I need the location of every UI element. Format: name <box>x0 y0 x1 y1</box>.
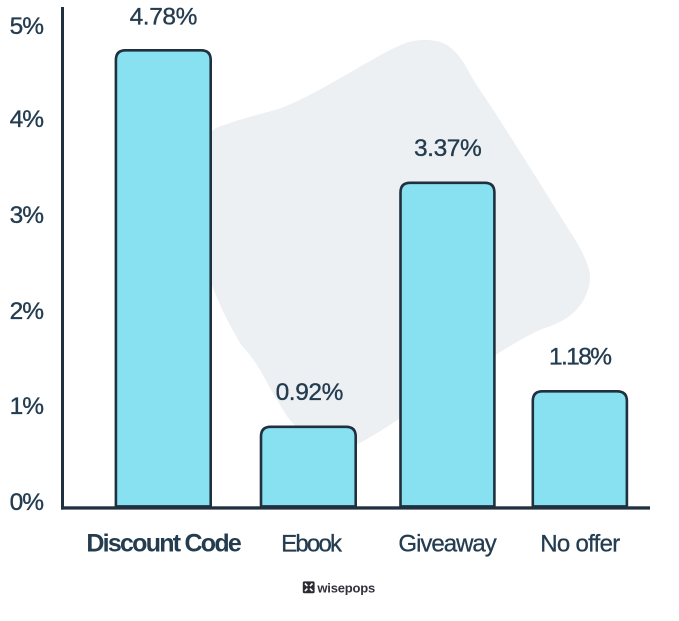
svg-text:1.18%: 1.18% <box>549 343 611 370</box>
svg-text:4.78%: 4.78% <box>130 4 197 31</box>
svg-text:3.37%: 3.37% <box>414 135 481 162</box>
svg-text:0%: 0% <box>10 489 44 516</box>
svg-text:5%: 5% <box>10 13 44 40</box>
svg-text:Discount Code: Discount Code <box>86 530 241 558</box>
svg-text:2%: 2% <box>10 298 44 325</box>
svg-text:Giveaway: Giveaway <box>398 531 496 558</box>
svg-text:wisepops: wisepops <box>316 580 375 595</box>
svg-text:1%: 1% <box>10 393 44 420</box>
svg-text:0.92%: 0.92% <box>276 379 343 406</box>
svg-text:No offer: No offer <box>540 531 620 558</box>
svg-text:3%: 3% <box>10 202 44 229</box>
svg-text:4%: 4% <box>10 106 44 133</box>
svg-text:Ebook: Ebook <box>281 531 343 558</box>
